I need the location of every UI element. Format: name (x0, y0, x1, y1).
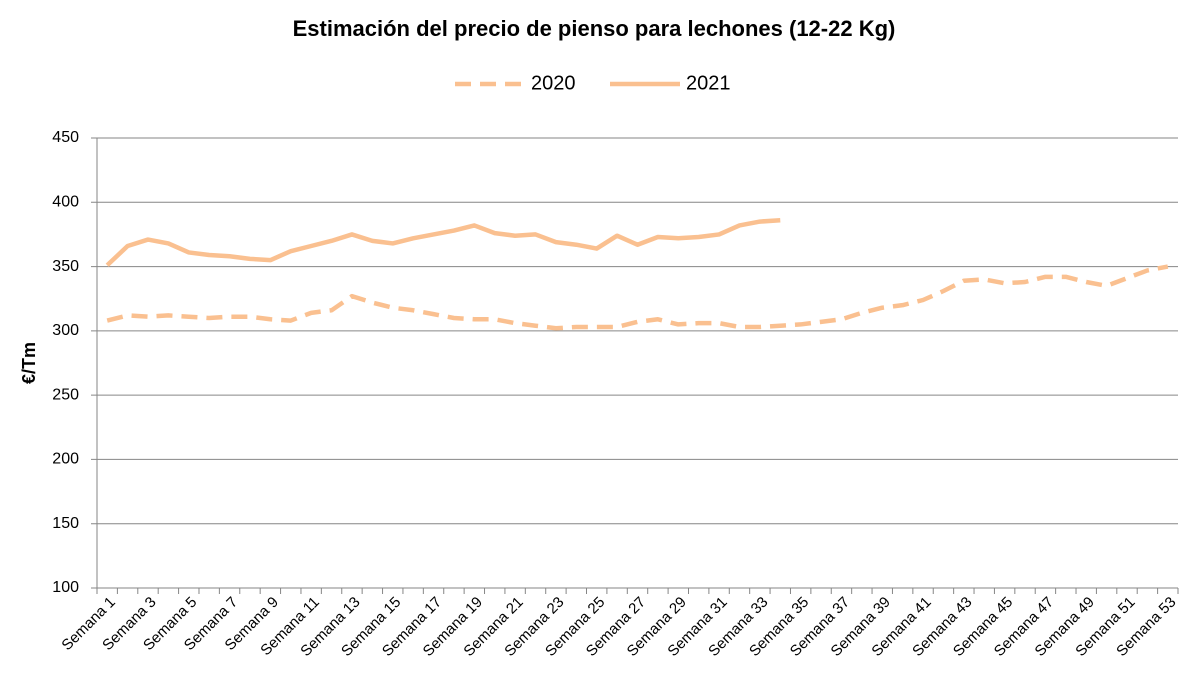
y-tick-label: 350 (52, 258, 79, 275)
y-tick-label: 400 (52, 194, 79, 211)
chart-title: Estimación del precio de pienso para lec… (293, 16, 896, 41)
y-tick-label: 150 (52, 515, 79, 532)
y-tick-label: 250 (52, 386, 79, 403)
y-tick-label: 200 (52, 451, 79, 468)
y-tick-label: 100 (52, 579, 79, 596)
y-tick-label: 450 (52, 129, 79, 146)
series-line (106, 264, 1169, 331)
y-axis-label: €/Tm (19, 342, 39, 384)
legend-label: 2020 (531, 72, 576, 94)
legend-label: 2021 (686, 72, 731, 94)
series-line (105, 218, 781, 267)
y-tick-label: 300 (52, 322, 79, 339)
